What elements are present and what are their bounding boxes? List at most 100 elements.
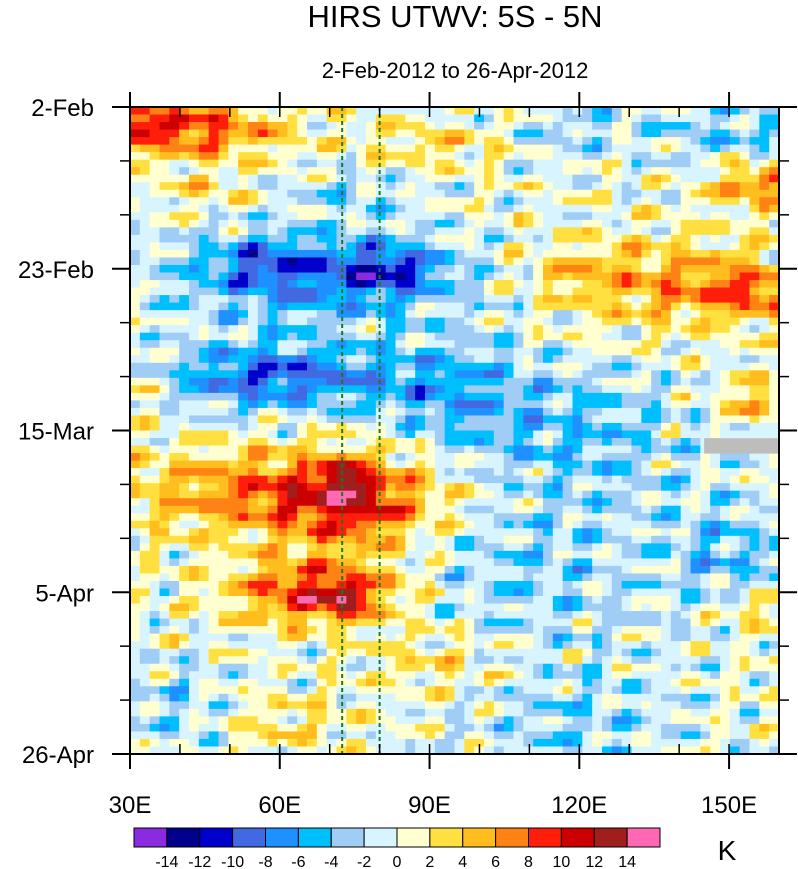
data-cell <box>159 227 170 236</box>
data-cell <box>523 468 534 477</box>
data-cell <box>149 392 161 401</box>
data-cell <box>641 611 652 620</box>
data-cell <box>346 317 357 326</box>
data-cell <box>405 377 416 386</box>
data-cell <box>513 580 524 590</box>
data-cell <box>611 197 623 206</box>
data-cell <box>248 212 259 221</box>
data-cell <box>434 280 446 289</box>
data-cell <box>484 310 495 319</box>
data-cell <box>729 287 741 296</box>
data-cell <box>297 167 308 176</box>
data-cell <box>720 264 731 274</box>
data-cell <box>611 505 623 514</box>
data-cell <box>621 618 633 627</box>
data-cell <box>621 611 633 620</box>
data-cell <box>602 332 613 341</box>
data-cell <box>149 528 161 537</box>
data-cell <box>307 377 318 386</box>
data-cell <box>415 407 426 417</box>
data-cell <box>621 227 633 236</box>
data-cell <box>464 588 475 597</box>
data-cell <box>533 656 544 665</box>
data-cell <box>356 392 367 401</box>
data-cell <box>661 204 672 213</box>
data-cell <box>444 475 456 484</box>
data-cell <box>602 528 613 537</box>
data-cell <box>277 505 288 514</box>
data-cell <box>415 347 426 356</box>
data-cell <box>484 445 495 454</box>
data-cell <box>356 648 367 657</box>
data-cell <box>602 272 613 281</box>
data-cell <box>474 317 485 326</box>
data-cell <box>257 430 269 439</box>
data-cell <box>149 310 161 319</box>
data-cell <box>562 114 574 123</box>
data-cell <box>661 580 672 590</box>
data-cell <box>464 227 475 236</box>
data-cell <box>297 302 308 311</box>
data-cell <box>631 535 642 544</box>
data-cell <box>336 107 347 116</box>
data-cell <box>484 257 495 266</box>
data-cell <box>690 280 701 289</box>
data-cell <box>621 257 633 266</box>
data-cell <box>277 641 288 650</box>
data-cell <box>277 264 288 274</box>
data-cell <box>169 468 180 477</box>
data-cell <box>218 227 229 236</box>
data-cell <box>543 257 554 266</box>
data-cell <box>454 498 465 507</box>
data-cell <box>425 573 436 582</box>
data-cell <box>218 174 229 183</box>
data-cell <box>189 212 200 221</box>
data-cell <box>238 385 249 394</box>
data-cell <box>238 242 249 251</box>
data-cell <box>228 182 239 191</box>
data-cell <box>307 144 318 153</box>
data-cell <box>503 144 515 153</box>
data-cell <box>346 249 357 259</box>
data-cell <box>680 648 692 657</box>
data-cell <box>523 242 534 251</box>
data-cell <box>149 295 161 304</box>
data-cell <box>434 513 446 522</box>
data-cell <box>729 513 741 522</box>
data-cell <box>720 550 731 559</box>
data-cell <box>366 129 377 138</box>
data-cell <box>454 280 465 289</box>
data-cell <box>769 272 779 281</box>
data-cell <box>208 641 220 650</box>
data-cell <box>611 249 623 259</box>
data-cell <box>700 535 711 544</box>
data-cell <box>690 453 701 462</box>
data-cell <box>543 332 554 341</box>
data-cell <box>149 663 161 672</box>
data-cell <box>287 422 298 432</box>
data-cell <box>690 611 701 620</box>
data-cell <box>267 550 279 559</box>
data-cell <box>228 407 239 417</box>
data-cell <box>543 588 554 597</box>
data-cell <box>670 159 682 168</box>
data-cell <box>533 174 544 183</box>
data-cell <box>139 280 151 289</box>
data-cell <box>503 400 515 409</box>
data-cell <box>385 445 397 454</box>
data-cell <box>287 234 298 244</box>
data-cell <box>700 370 711 379</box>
data-cell <box>189 611 200 620</box>
data-cell <box>346 295 357 304</box>
data-cell <box>179 107 190 116</box>
data-cell <box>739 385 751 394</box>
data-cell <box>375 671 387 680</box>
data-cell <box>641 114 652 123</box>
data-cell <box>159 565 170 575</box>
data-cell <box>385 287 397 296</box>
data-cell <box>769 430 779 439</box>
data-cell <box>661 656 672 665</box>
data-cell <box>366 505 377 514</box>
data-cell <box>159 468 170 477</box>
data-cell <box>621 550 633 559</box>
